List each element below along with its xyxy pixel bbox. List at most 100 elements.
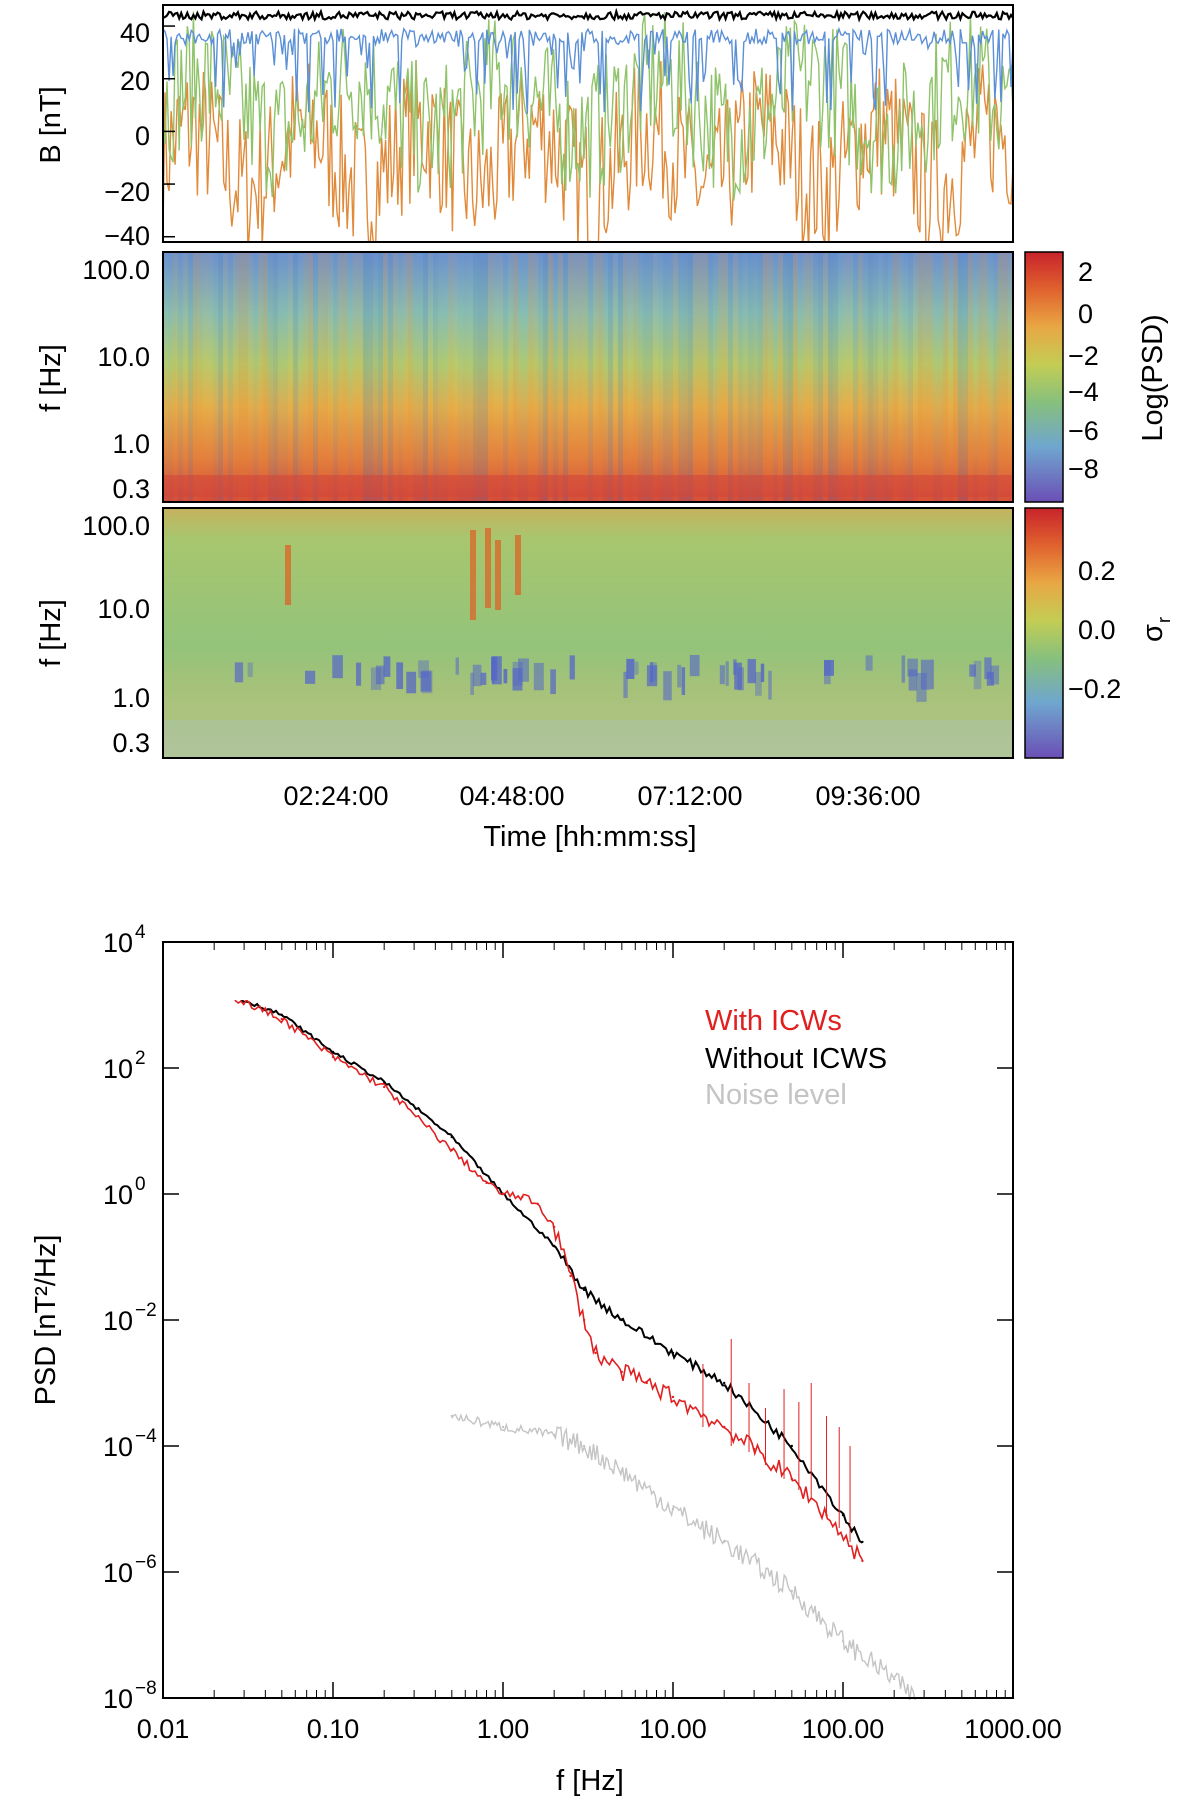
psd-stripe: [783, 252, 788, 502]
sigma-colorbar-label-sub: r: [1154, 617, 1174, 623]
psd-stripe: [438, 252, 443, 502]
sigma-negative-patch: [383, 656, 391, 677]
sigma-negative-patch: [969, 664, 976, 677]
legend-with-icws: With ICWs: [705, 1005, 842, 1037]
sigma-negative-patch: [305, 670, 316, 684]
series-with-icws: [234, 1000, 864, 1561]
psd-stripe: [538, 252, 543, 502]
psd-colorbar: [1024, 251, 1064, 503]
series-without-icws-point: [790, 1444, 793, 1448]
sigma-spectrogram-features: [163, 528, 1013, 758]
psd-stripe: [658, 252, 663, 502]
psd-ytick-03: 0.3: [112, 474, 150, 504]
sigma-negative-patch: [420, 671, 432, 692]
psd-stripe: [213, 252, 218, 502]
sigma-positive-streak: [495, 540, 501, 610]
psd-stripe: [923, 252, 928, 502]
sigma-negative-patch: [755, 671, 762, 696]
psd-stripe: [453, 252, 458, 502]
sigma-negative-patch: [512, 668, 523, 691]
psd-stripe: [928, 252, 933, 502]
series-without-icws-point: [383, 1080, 386, 1084]
psd-stripe: [258, 252, 263, 502]
series-without-icws-point: [553, 1244, 556, 1248]
b-panel-frame: [162, 4, 1014, 243]
series-noise-level-point: [620, 1469, 623, 1473]
psd-stripe: [983, 252, 988, 502]
sigma-negative-patch: [406, 671, 417, 694]
sigma-negative-patch: [356, 662, 362, 686]
sigma-negative-patch: [908, 669, 917, 691]
series-without-icws-point: [582, 1288, 586, 1292]
psd-stripe: [933, 252, 938, 502]
time-tick-2: 04:48:00: [459, 781, 564, 811]
psd-stripe: [978, 252, 983, 502]
psd-stripe: [288, 252, 293, 502]
psd-stripe: [203, 252, 208, 502]
psd-ytick-label: 10: [103, 1684, 133, 1714]
cb1-tick-2: 2: [1078, 257, 1093, 287]
psd-stripe: [663, 252, 668, 502]
sigma-negative-patch: [973, 660, 982, 690]
b-ytick-0: 0: [135, 121, 150, 151]
series-with-icws-point: [582, 1318, 586, 1322]
sigma-negative-patch: [930, 659, 934, 690]
psd-stripe: [198, 252, 203, 502]
sigma-negative-patch: [375, 665, 385, 685]
sigma-negative-patch: [986, 671, 994, 686]
psd-stripe: [218, 252, 223, 502]
series-with-icws-point: [594, 1351, 597, 1355]
sigma-negative-patch: [907, 658, 918, 677]
psd-stripe: [963, 252, 968, 502]
psd-stripe: [998, 252, 1003, 502]
series-noise-level-point: [841, 1639, 845, 1643]
psd-stripe: [958, 252, 963, 502]
cb1-tick-0: 0: [1078, 299, 1093, 329]
psd-stripe: [173, 252, 178, 502]
psd-ytick-exponent: 4: [135, 922, 146, 943]
sigma-positive-streak: [485, 528, 491, 608]
sigma-negative-patch: [569, 655, 575, 680]
sigma-negative-patch: [623, 671, 628, 698]
psd-ytick-exponent: −8: [135, 1678, 157, 1699]
psd-stripe: [598, 252, 603, 502]
psd-spectrum-ylabel: PSD [nT²/Hz]: [30, 1235, 62, 1406]
psd-stripe: [688, 252, 693, 502]
sigma-negative-patch: [681, 667, 686, 696]
psd-stripe: [593, 252, 598, 502]
sigma-ylabel: f [Hz]: [35, 599, 67, 667]
sigma-negative-patch: [916, 672, 927, 702]
psd-stripe: [233, 252, 238, 502]
sigma-negative-patch: [865, 655, 873, 671]
series-without-icws: [239, 1000, 863, 1544]
sigma-negative-patch: [725, 661, 729, 686]
psd-stripe: [643, 252, 648, 502]
sigma-negative-patch: [370, 667, 382, 691]
psd-stripe: [463, 252, 468, 502]
sigma-negative-patch: [734, 662, 742, 690]
psd-stripe: [833, 252, 838, 502]
psd-ylabel: f [Hz]: [35, 344, 67, 412]
series-with-icws-point: [569, 1274, 572, 1278]
series-noise-level: [451, 1413, 917, 1700]
b-field-panel: 40 20 0 −20 −40 B [nT]: [35, 4, 1014, 251]
psd-stripe: [383, 252, 388, 502]
sig-ytick-1: 1.0: [112, 683, 150, 713]
psd-stripe: [623, 252, 628, 502]
psd-stripe: [493, 252, 498, 502]
psd-xtick-label: 0.01: [137, 1714, 190, 1744]
psd-stripe: [443, 252, 448, 502]
psd-ytick-exponent: −2: [135, 1300, 157, 1321]
psd-stripe: [713, 252, 718, 502]
psd-stripe: [768, 252, 773, 502]
psd-stripe: [913, 252, 918, 502]
psd-ytick-label: 10: [103, 1432, 133, 1462]
b-trace-blue: [163, 26, 1013, 115]
psd-stripe: [528, 252, 533, 502]
sigma-negative-patch: [550, 669, 556, 695]
series-without-icws-point: [861, 1540, 864, 1544]
sigma-negative-patch: [396, 662, 404, 690]
psd-stripe: [398, 252, 403, 502]
psd-stripe: [728, 252, 733, 502]
